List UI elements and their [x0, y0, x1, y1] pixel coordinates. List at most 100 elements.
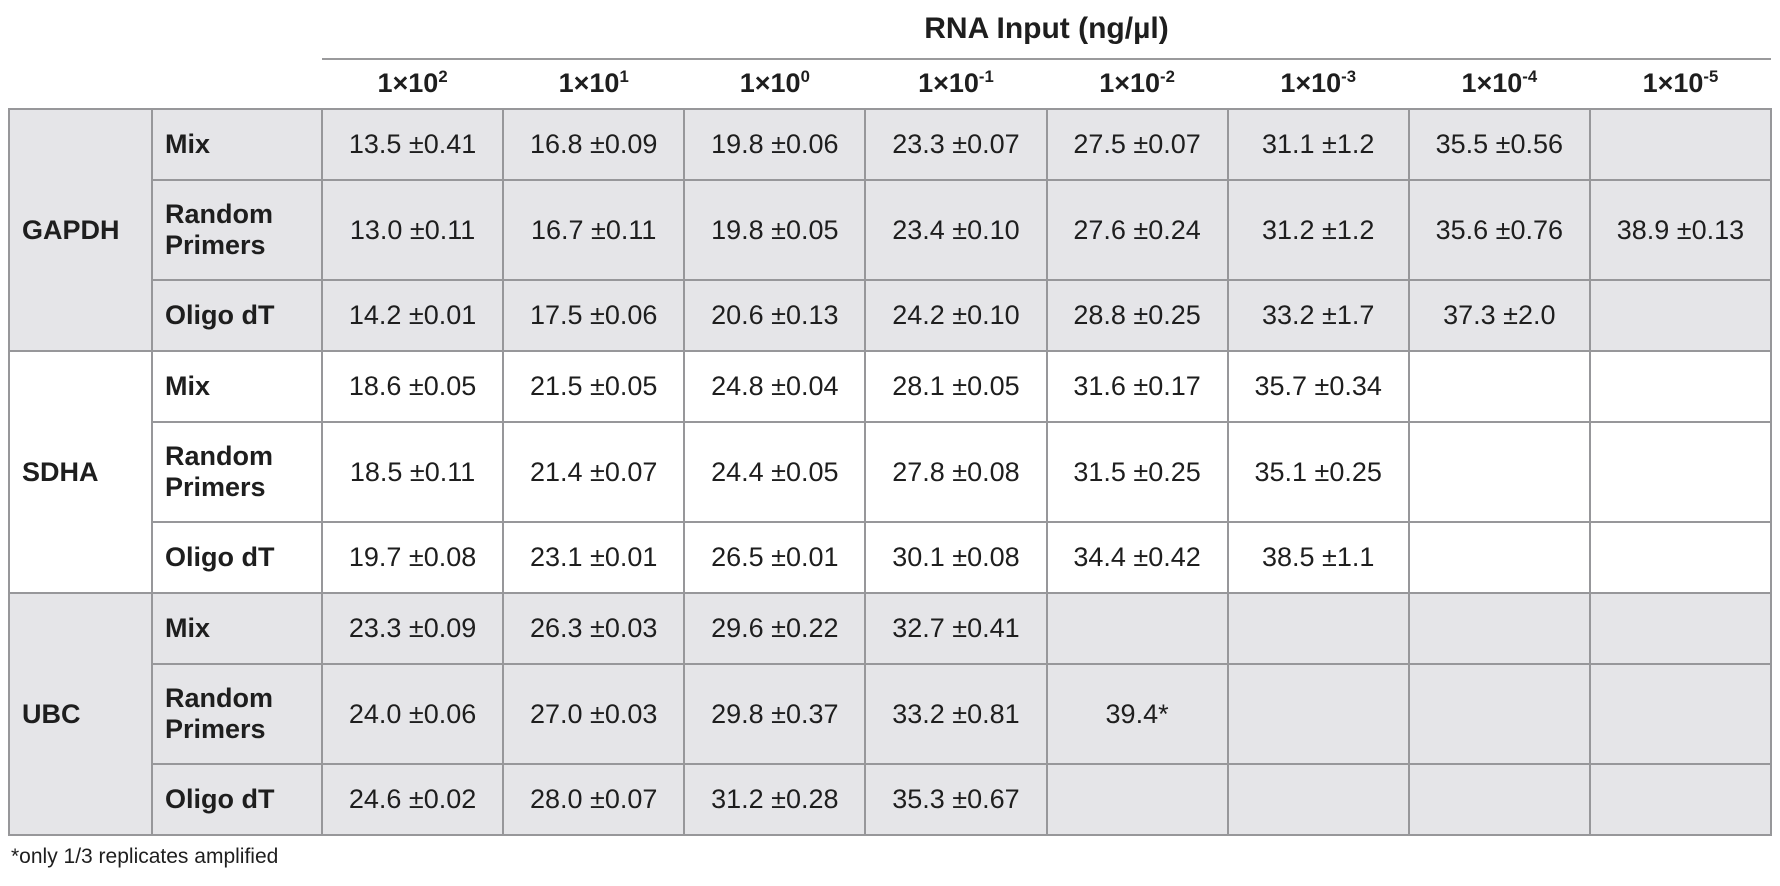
column-header-base: 1×10	[1461, 68, 1523, 98]
value-cell	[1588, 279, 1773, 352]
value-cell: 35.5 ±0.56	[1407, 108, 1591, 181]
table-row: Random Primers 18.5 ±0.11 21.4 ±0.07 24.4 ±…	[9, 421, 1773, 523]
value-cell: 21.4 ±0.07	[502, 421, 686, 523]
value-cell: 28.0 ±0.07	[502, 763, 686, 836]
table-row: Oligo dT 24.6 ±0.02 28.0 ±0.07 31.2 ±0.28 35…	[9, 763, 1773, 836]
value-cell: 27.6 ±0.24	[1045, 179, 1229, 281]
value-cell: 23.3 ±0.09	[320, 592, 505, 665]
value-cell: 17.5 ±0.06	[502, 279, 686, 352]
column-header: 1×102	[322, 59, 503, 109]
primer-cell: Oligo dT	[151, 763, 323, 836]
column-header: 1×10-2	[1047, 59, 1228, 109]
column-header-exponent: 1	[619, 67, 629, 86]
table-row: Random Primers 13.0 ±0.11 16.7 ±0.11 19.8 ±…	[9, 179, 1773, 281]
value-cell: 23.4 ±0.10	[864, 179, 1048, 281]
value-cell: 32.7 ±0.41	[864, 592, 1048, 665]
value-cell: 35.6 ±0.76	[1407, 179, 1591, 281]
column-header-exponent: -2	[1160, 67, 1175, 86]
value-cell: 28.8 ±0.25	[1045, 279, 1229, 352]
value-cell: 27.0 ±0.03	[502, 663, 686, 765]
value-cell: 18.5 ±0.11	[320, 421, 505, 523]
value-cell: 24.0 ±0.06	[320, 663, 505, 765]
column-header-row: 1×102 1×101 1×100 1×10-1 1×10-2 1×10-3 1×10-4 1…	[9, 59, 1771, 109]
value-cell: 20.6 ±0.13	[683, 279, 867, 352]
column-header: 1×10-4	[1409, 59, 1590, 109]
page-title: RNA Input (ng/µl)	[322, 4, 1771, 60]
value-cell: 13.0 ±0.11	[320, 179, 505, 281]
value-cell: 30.1 ±0.08	[864, 521, 1048, 594]
value-cell	[1407, 663, 1591, 765]
value-cell: 19.8 ±0.06	[683, 108, 867, 181]
header-spacer	[9, 4, 322, 59]
column-header-base: 1×10	[558, 68, 620, 98]
column-header-exponent: 0	[800, 67, 810, 86]
footnote: *only 1/3 replicates amplified	[11, 845, 279, 868]
primer-cell: Mix	[151, 592, 323, 665]
value-cell	[1407, 350, 1591, 423]
value-cell: 31.2 ±0.28	[683, 763, 867, 836]
value-cell: 27.5 ±0.07	[1045, 108, 1229, 181]
value-cell	[1407, 421, 1591, 523]
gene-cell: UBC	[8, 592, 153, 836]
table-row: UBC Mix 23.3 ±0.09 26.3 ±0.03 29.6 ±0.22 32.7…	[8, 592, 1773, 836]
value-cell: 26.3 ±0.03	[502, 592, 686, 665]
column-header-exponent: -3	[1341, 67, 1357, 86]
value-cell: 24.2 ±0.10	[864, 279, 1048, 352]
value-cell: 31.5 ±0.25	[1045, 421, 1229, 523]
value-cell	[1588, 421, 1773, 523]
value-cell: 16.7 ±0.11	[502, 179, 686, 281]
primer-cell: Mix	[151, 350, 323, 423]
column-header: 1×101	[503, 59, 684, 109]
column-header: 1×100	[684, 59, 865, 109]
column-header-exponent: 2	[438, 67, 448, 86]
value-cell: 38.9 ±0.13	[1588, 179, 1773, 281]
column-header: 1×10-3	[1228, 59, 1409, 109]
table-header: RNA Input (ng/µl) 1×102 1×101 1×100 1×10-1 1…	[9, 4, 1771, 109]
primer-cell: Oligo dT	[151, 279, 323, 352]
primer-cell: Random Primers	[151, 421, 323, 523]
column-header: 1×10-1	[865, 59, 1046, 109]
value-cell: 38.5 ±1.1	[1226, 521, 1410, 594]
table-row: SDHA Mix 18.6 ±0.05 21.5 ±0.05 24.8 ±0.04 28.…	[8, 350, 1773, 594]
value-cell: 33.2 ±1.7	[1226, 279, 1410, 352]
table-row: Oligo dT 19.7 ±0.08 23.1 ±0.01 26.5 ±0.01 30…	[9, 521, 1773, 594]
value-cell: 26.5 ±0.01	[683, 521, 867, 594]
column-header-base: 1×10	[918, 68, 979, 98]
value-cell: 16.8 ±0.09	[502, 108, 686, 181]
column-header: 1×10-5	[1590, 59, 1771, 109]
table-row: Oligo dT 14.2 ±0.01 17.5 ±0.06 20.6 ±0.13 24…	[9, 279, 1773, 352]
value-cell: 33.2 ±0.81	[864, 663, 1048, 765]
table-row: Random Primers 24.0 ±0.06 27.0 ±0.03 29.8 ±…	[9, 663, 1773, 765]
value-cell: 31.1 ±1.2	[1226, 108, 1410, 181]
primer-cell: Oligo dT	[151, 521, 323, 594]
value-cell	[1588, 592, 1773, 665]
value-cell: 23.3 ±0.07	[864, 108, 1048, 181]
value-cell: 34.4 ±0.42	[1045, 521, 1229, 594]
column-header-base: 1×10	[377, 68, 439, 98]
value-cell: 29.8 ±0.37	[683, 663, 867, 765]
value-cell	[1226, 663, 1410, 765]
value-cell: 27.8 ±0.08	[864, 421, 1048, 523]
column-header-base: 1×10	[739, 68, 801, 98]
column-header-exponent: -4	[1522, 67, 1538, 86]
gene-cell: GAPDH	[8, 108, 153, 352]
value-cell: 21.5 ±0.05	[502, 350, 686, 423]
value-cell: 23.1 ±0.01	[502, 521, 686, 594]
value-cell: 24.8 ±0.04	[683, 350, 867, 423]
value-cell	[1588, 350, 1773, 423]
column-header-base: 1×10	[1280, 68, 1342, 98]
value-cell	[1226, 763, 1410, 836]
value-cell: 24.4 ±0.05	[683, 421, 867, 523]
value-cell: 29.6 ±0.22	[683, 592, 867, 665]
value-cell: 13.5 ±0.41	[320, 108, 505, 181]
primer-cell: Mix	[151, 108, 323, 181]
column-header-base: 1×10	[1642, 68, 1704, 98]
column-header-exponent: -5	[1703, 67, 1719, 86]
results-table: RNA Input (ng/µl) 1×102 1×101 1×100 1×10-1 1…	[8, 4, 1773, 836]
table-row: GAPDH Mix 13.5 ±0.41 16.8 ±0.09 19.8 ±0.06 23…	[8, 108, 1773, 352]
column-header-base: 1×10	[1099, 68, 1161, 98]
primer-cell: Random Primers	[151, 663, 323, 765]
value-cell: 35.3 ±0.67	[864, 763, 1048, 836]
value-cell: 24.6 ±0.02	[320, 763, 505, 836]
